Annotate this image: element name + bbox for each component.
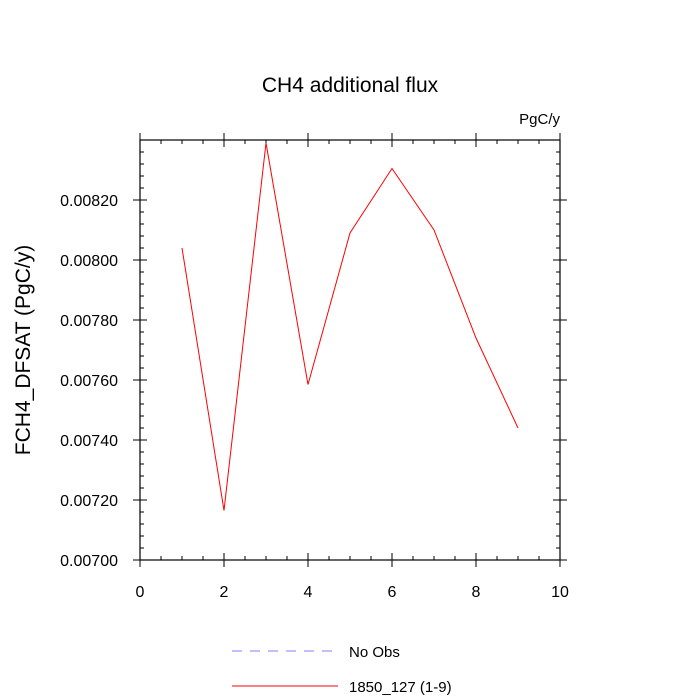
axis-tick-labels: 0 2 4 6 8 10 0.00700 0.00720 0.00740 0.00760 0.007…: [60, 193, 569, 601]
y-tick-label: 0.00800: [60, 253, 118, 270]
x-tick-label: 10: [551, 584, 569, 601]
plot-frame: [139, 139, 561, 561]
x-tick-label: 0: [136, 584, 145, 601]
y-tick-label: 0.00700: [60, 553, 118, 570]
y-tick-label: 0.00780: [60, 313, 118, 330]
x-tick-label: 6: [388, 584, 397, 601]
y-tick-label: 0.00720: [60, 493, 118, 510]
x-tick-label: 8: [472, 584, 481, 601]
y-tick-label: 0.00740: [60, 433, 118, 450]
y-tick-label: 0.00760: [60, 373, 118, 390]
units-label: PgC/y: [519, 111, 560, 128]
x-tick-label: 4: [304, 584, 313, 601]
chart-title: CH4 additional flux: [262, 74, 439, 97]
x-tick-label: 2: [220, 584, 229, 601]
y-tick-label: 0.00820: [60, 193, 118, 210]
legend-label: No Obs: [349, 644, 400, 661]
axis-ticks: [133, 133, 567, 567]
y-axis-label: FCH4_DFSAT (PgC/y): [12, 245, 35, 455]
series-lines: [181, 142, 519, 511]
legend-label: 1850_127 (1-9): [349, 679, 452, 696]
series-line: [181, 142, 519, 511]
legend: No Obs 1850_127 (1-9): [232, 644, 452, 696]
